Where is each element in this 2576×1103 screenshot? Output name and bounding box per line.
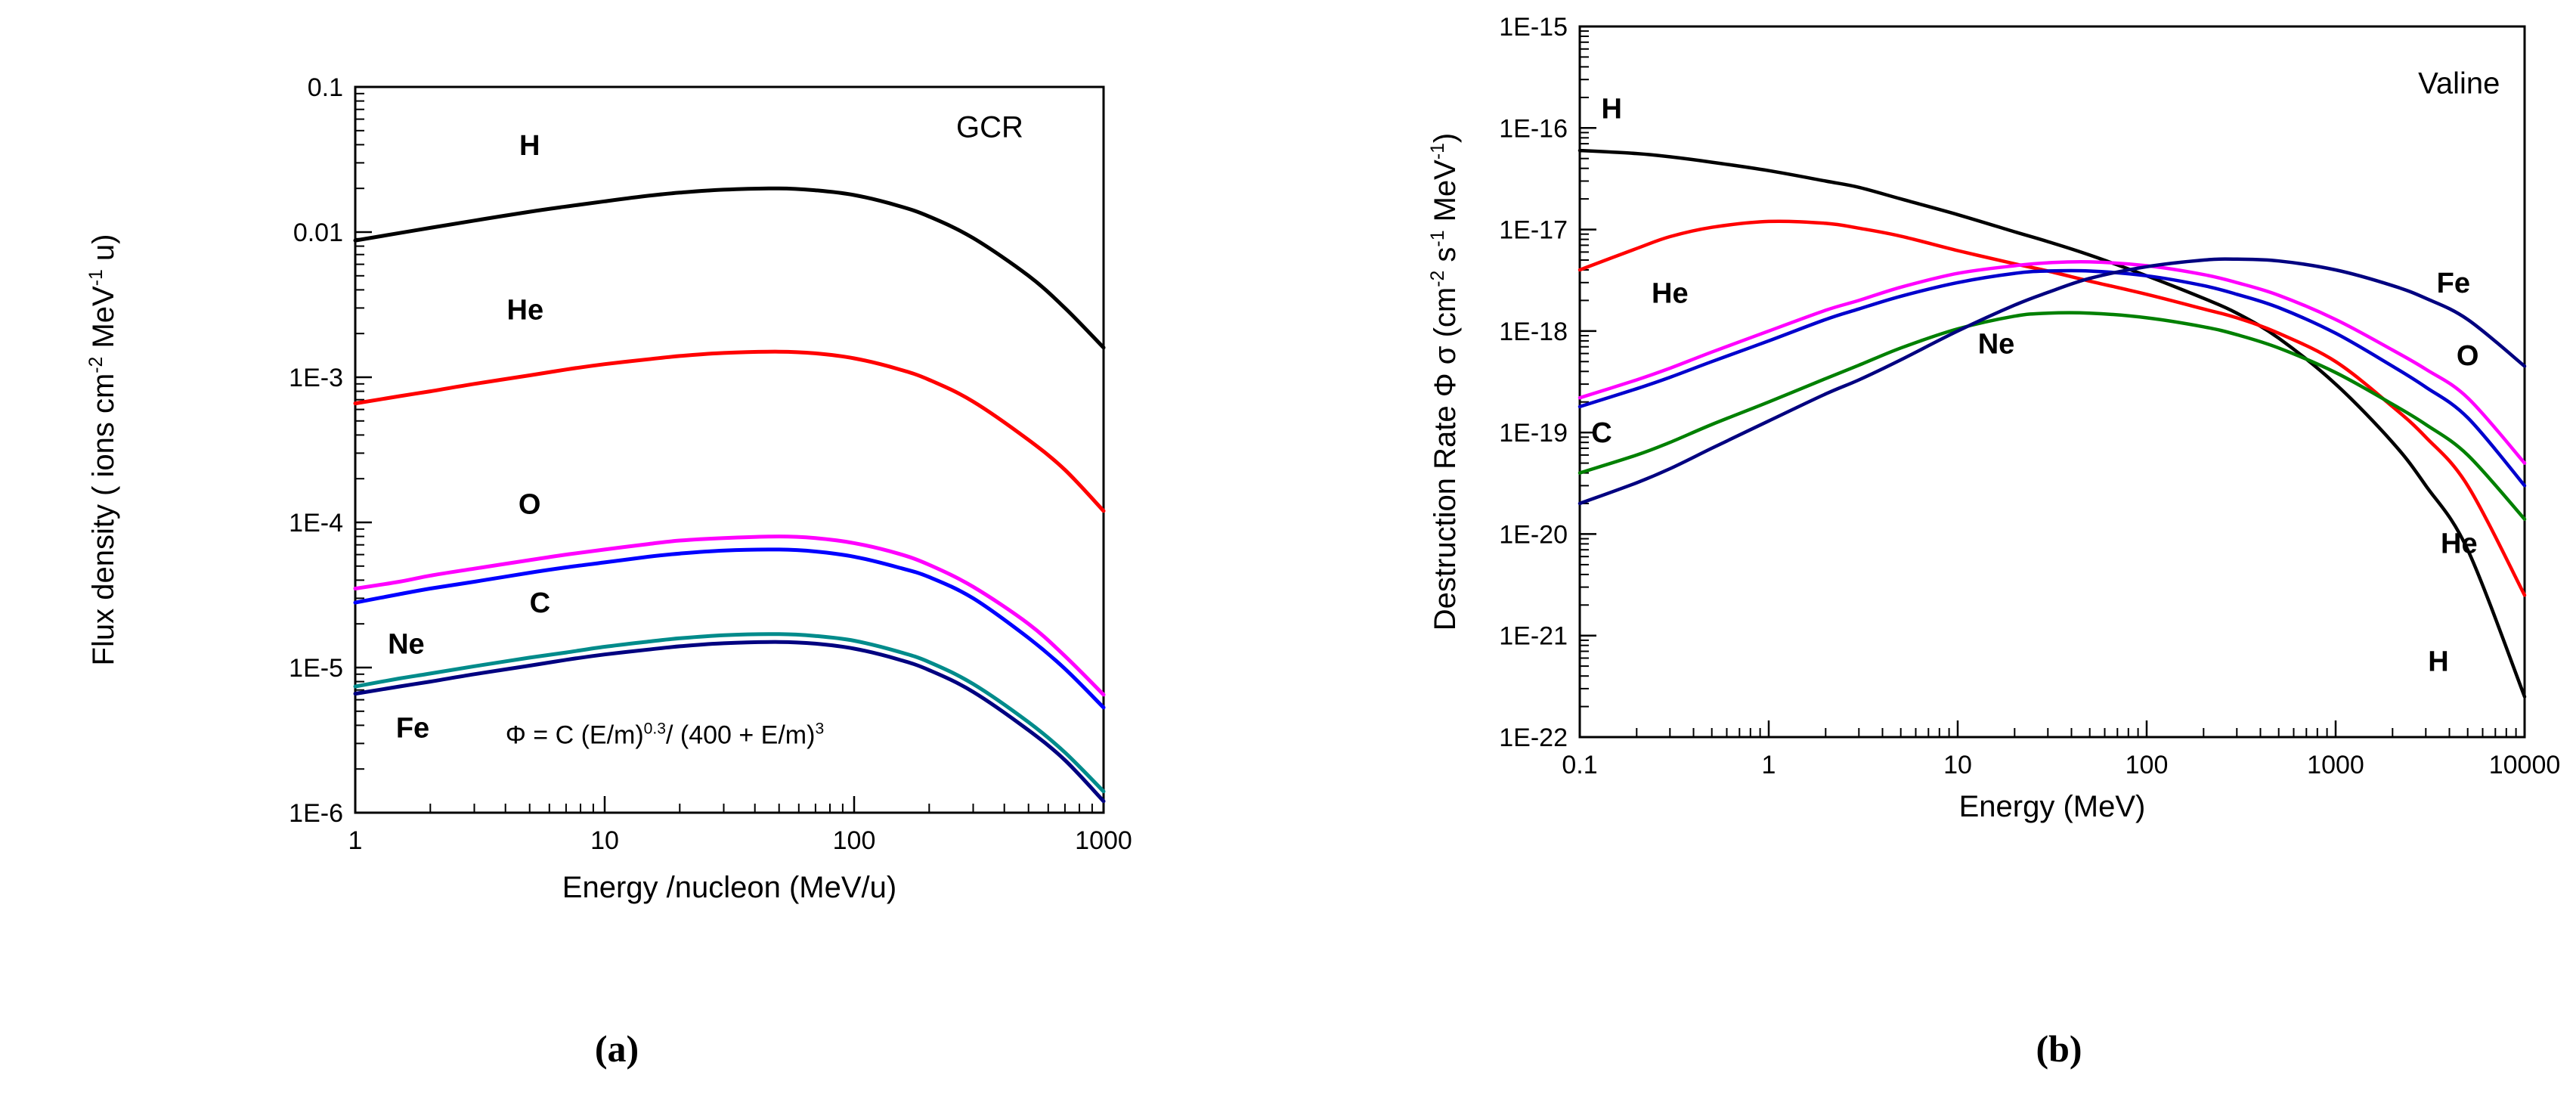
series-Fe-curve bbox=[353, 640, 1106, 804]
series-label-Ne: Ne bbox=[1978, 329, 2015, 361]
y-tick-label: 1E-19 bbox=[1499, 419, 1568, 448]
y-tick-label: 1E-21 bbox=[1499, 622, 1568, 651]
series-Fe-curve bbox=[1577, 257, 2527, 506]
x-axis-title-a: Energy /nucleon (MeV/u) bbox=[562, 871, 896, 904]
x-tick-label: 1 bbox=[348, 826, 363, 855]
series-He-curve bbox=[1577, 219, 2527, 597]
x-tick-label: 1000 bbox=[1075, 826, 1132, 855]
series-label-He: He bbox=[507, 295, 544, 327]
series-label-H: H bbox=[1602, 93, 1622, 125]
series-Ne-curve bbox=[1577, 311, 2527, 522]
panel-a-caption: (a) bbox=[594, 1027, 639, 1070]
y-tick-label: 1E-6 bbox=[289, 799, 343, 828]
series-H-curve bbox=[353, 186, 1106, 350]
series-label-O: O bbox=[2457, 340, 2479, 372]
y-tick-label: 1E-18 bbox=[1499, 318, 1568, 346]
x-axis-title-b: Energy (MeV) bbox=[1959, 790, 2146, 823]
series-C-curve bbox=[353, 547, 1106, 710]
series-label-Fe: Fe bbox=[2437, 268, 2470, 299]
y-axis-b: 1E-15 1E-16 1E-17 1E-18 1E-19 1E-20 1E-21 1E-22 bbox=[1499, 13, 1596, 752]
y-axis-a: 0.1 0.01 1E-3 1E-4 1E-5 1E-6 bbox=[289, 73, 372, 828]
y-tick-label: 1E-15 bbox=[1499, 13, 1568, 42]
panel-b-caption: (b) bbox=[2036, 1027, 2082, 1070]
series-label-Ne: Ne bbox=[388, 628, 425, 660]
y-tick-label: 1E-5 bbox=[289, 654, 343, 683]
series-He-curve bbox=[353, 349, 1106, 513]
x-tick-label: 10 bbox=[1943, 751, 1972, 779]
x-axis-a: 1 10 100 1000 bbox=[348, 796, 1132, 855]
series-label-He: He bbox=[1652, 277, 1689, 309]
y-tick-label: 0.1 bbox=[308, 73, 343, 102]
x-tick-label: 1000 bbox=[2307, 751, 2364, 779]
corner-annotation-b: Valine bbox=[2418, 67, 2500, 100]
panel-b: 0.1 1 10 100 1000 100001E-151E-161E-171E-181E… bbox=[1428, 13, 2560, 823]
x-tick-label: 100 bbox=[2126, 751, 2169, 779]
x-tick-label: 10 bbox=[590, 826, 619, 855]
series-label-C: C bbox=[1591, 417, 1612, 449]
series-extra-label-H: H bbox=[2428, 646, 2448, 677]
series-O-curve bbox=[1577, 259, 2527, 465]
x-axis-b: 0.1 1 10 100 1000 10000 bbox=[1562, 720, 2560, 779]
x-tick-label: 10000 bbox=[2489, 751, 2561, 779]
series-label-O: O bbox=[519, 488, 541, 520]
formula-annotation: Φ = C (E/m)0.3/ (400 + E/m)3 bbox=[506, 720, 824, 750]
y-axis-title-a: Flux density ( ions cm-2 MeV-1 u) bbox=[86, 234, 120, 666]
y-tick-label: 1E-3 bbox=[289, 364, 343, 392]
y-tick-label: 1E-16 bbox=[1499, 114, 1568, 143]
x-tick-label: 0.1 bbox=[1562, 751, 1597, 779]
series-label-H: H bbox=[519, 130, 540, 162]
x-tick-label: 1 bbox=[1762, 751, 1776, 779]
plot-frame-a bbox=[354, 85, 1105, 814]
series-O-curve bbox=[353, 534, 1106, 697]
panel-a: 1 10 100 1000 0.1 0.01 1E-3 1E-4 1E-5 1E-6 Energy … bbox=[86, 73, 1132, 904]
series-label-Fe: Fe bbox=[396, 712, 429, 744]
corner-annotation-a: GCR bbox=[956, 111, 1023, 144]
x-tick-label: 100 bbox=[833, 826, 876, 855]
y-axis-title-b: Destruction Rate Φ σ (cm-2 s-1 MeV-1) bbox=[1428, 133, 1462, 631]
series-label-C: C bbox=[530, 587, 550, 619]
plot-frame-b bbox=[1578, 25, 2526, 739]
series-extra-label-He: He bbox=[2441, 528, 2478, 560]
dual-panel-figure: 1 10 100 1000 0.1 0.01 1E-3 1E-4 1E-5 1E-6 Energy … bbox=[86, 13, 2560, 904]
y-tick-label: 1E-22 bbox=[1499, 723, 1568, 752]
y-tick-label: 0.01 bbox=[293, 218, 343, 247]
series-C-curve bbox=[1577, 268, 2527, 488]
y-tick-label: 1E-20 bbox=[1499, 520, 1568, 549]
series-H-curve bbox=[1577, 148, 2527, 699]
y-tick-label: 1E-4 bbox=[289, 509, 343, 538]
series-Ne-curve bbox=[353, 632, 1106, 794]
y-tick-label: 1E-17 bbox=[1499, 216, 1568, 245]
